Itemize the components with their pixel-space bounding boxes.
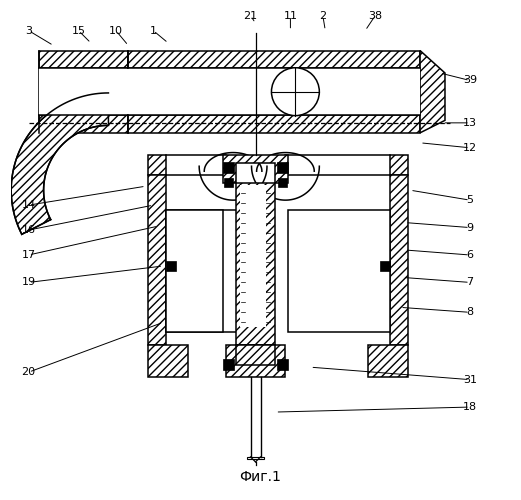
Bar (278, 162, 289, 172)
Text: 17: 17 (21, 250, 36, 260)
Text: 8: 8 (466, 308, 474, 318)
Text: 16: 16 (22, 225, 35, 235)
Bar (166, 210, 223, 332)
Text: 21: 21 (243, 10, 257, 20)
Text: Фиг.1: Фиг.1 (240, 470, 281, 484)
Text: 11: 11 (283, 10, 297, 20)
Bar (39, 68, 128, 116)
Text: 19: 19 (21, 278, 36, 287)
Bar (380, 261, 390, 271)
Polygon shape (226, 344, 286, 377)
Text: 3: 3 (25, 26, 32, 36)
Bar (166, 210, 253, 332)
Text: 31: 31 (463, 374, 477, 384)
Text: 9: 9 (466, 222, 474, 232)
Polygon shape (148, 344, 188, 377)
Text: 7: 7 (466, 278, 474, 287)
Text: 5: 5 (466, 195, 474, 205)
Polygon shape (223, 156, 288, 182)
Text: 13: 13 (463, 118, 477, 128)
Bar (240, 185, 266, 328)
Polygon shape (235, 344, 276, 364)
Polygon shape (368, 344, 407, 377)
Polygon shape (39, 50, 128, 68)
Text: 14: 14 (21, 200, 36, 210)
Polygon shape (11, 93, 108, 234)
Text: 18: 18 (463, 402, 477, 412)
Bar (222, 162, 233, 172)
Bar (278, 178, 288, 187)
Text: 12: 12 (463, 143, 477, 153)
Bar (222, 359, 233, 370)
Polygon shape (128, 116, 420, 133)
Polygon shape (148, 175, 166, 344)
Polygon shape (235, 182, 276, 344)
Bar (166, 261, 176, 271)
Text: 1: 1 (150, 26, 157, 36)
Text: 39: 39 (463, 76, 477, 86)
Polygon shape (390, 175, 407, 344)
Bar (128, 68, 420, 116)
Text: 2: 2 (319, 10, 326, 20)
Text: 38: 38 (368, 10, 382, 20)
Polygon shape (148, 156, 166, 175)
Bar (246, 457, 265, 460)
Text: 10: 10 (109, 26, 123, 36)
Polygon shape (390, 156, 407, 175)
Text: 15: 15 (71, 26, 85, 36)
Polygon shape (39, 116, 128, 133)
Text: 20: 20 (21, 367, 36, 377)
Circle shape (271, 68, 319, 116)
Bar (288, 210, 390, 332)
Bar (224, 178, 232, 187)
Bar (278, 359, 289, 370)
Polygon shape (128, 50, 420, 68)
Polygon shape (420, 50, 445, 133)
Text: 6: 6 (466, 250, 474, 260)
